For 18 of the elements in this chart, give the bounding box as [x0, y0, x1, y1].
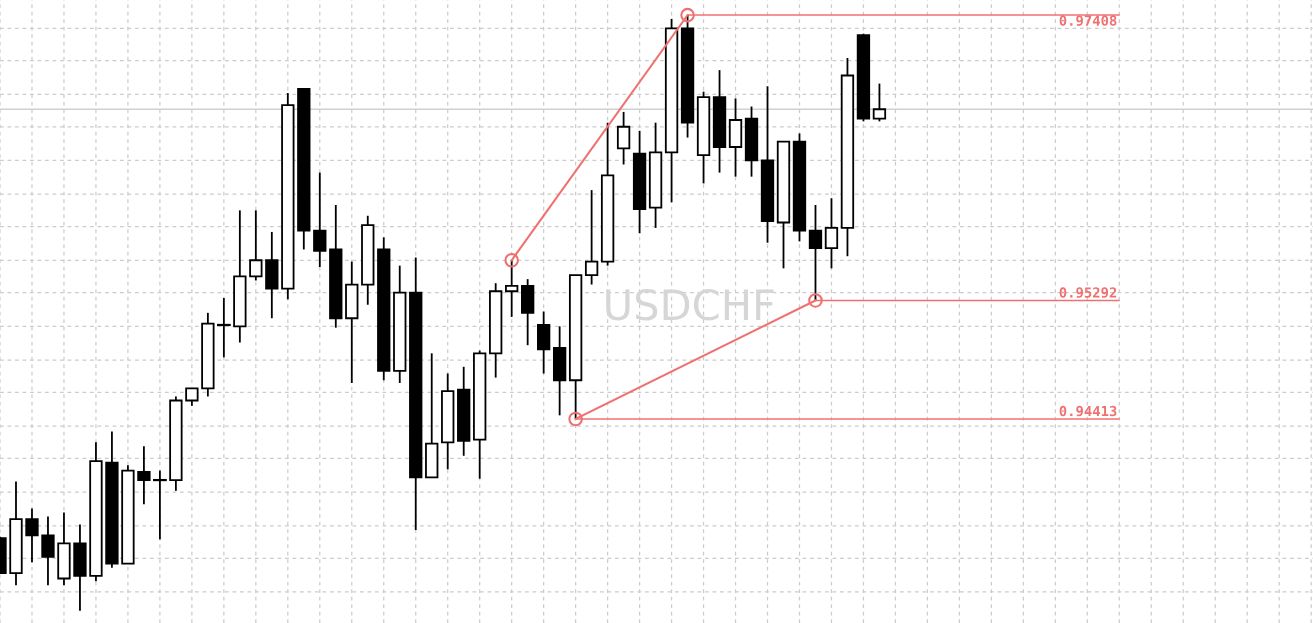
point — [568, 411, 583, 427]
candlestick — [153, 469, 167, 541]
ref-line-label: 0.94413 — [1059, 405, 1117, 417]
point — [504, 252, 519, 268]
candlestick — [584, 189, 599, 286]
candlestick — [313, 171, 327, 268]
candlestick — [824, 197, 839, 270]
point — [808, 293, 823, 308]
point — [680, 7, 695, 23]
ref-line-label: 0.97408 — [1059, 15, 1117, 26]
candlestick — [216, 297, 231, 359]
ref-line-label: 0.95292 — [1059, 287, 1117, 298]
candlestick — [249, 209, 263, 282]
candlestick — [137, 445, 151, 506]
candlestick — [872, 82, 887, 123]
candlestick — [41, 515, 55, 587]
candlestick — [25, 507, 39, 564]
candlestick — [616, 111, 631, 166]
